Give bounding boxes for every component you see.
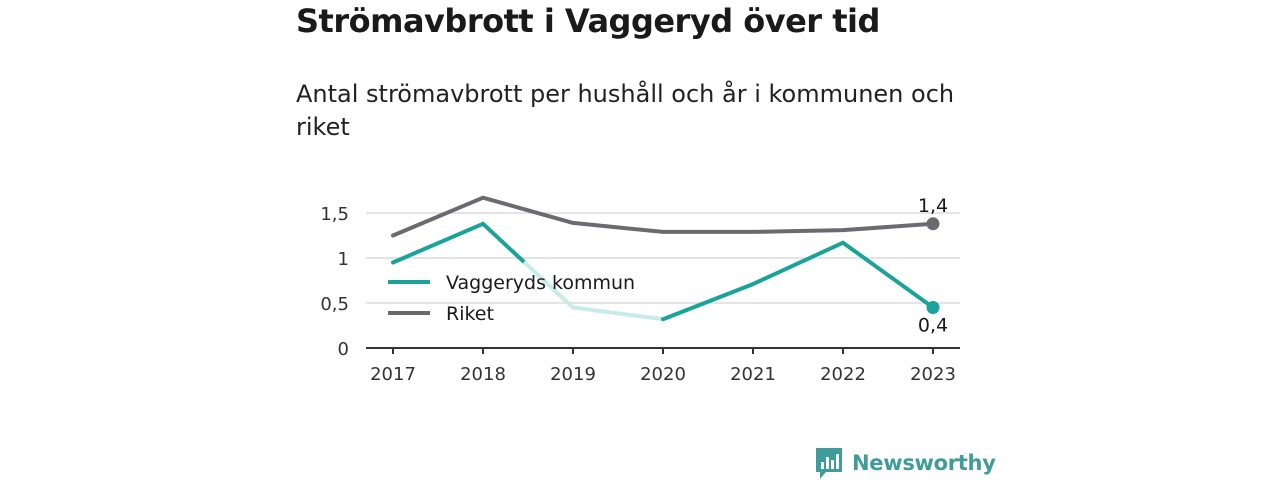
series-line-kommun <box>391 221 485 265</box>
legend-label: Riket <box>446 303 494 325</box>
y-tick-label: 0 <box>338 339 349 360</box>
series-line-kommun <box>481 221 527 264</box>
end-marker-riket <box>926 217 940 231</box>
series-line-riket <box>391 195 935 238</box>
series-lines <box>391 195 935 322</box>
y-axis-ticks: 0 0,5 1 1,5 <box>320 204 349 360</box>
end-label-kommun: 0,4 <box>918 315 948 337</box>
series-line-kommun <box>661 240 935 322</box>
x-axis: 2017 2018 2019 2020 2021 2022 2023 <box>366 347 960 385</box>
y-tick-label: 0,5 <box>320 294 349 315</box>
series-line-kommun-faded <box>522 260 664 322</box>
end-labels: 1,4 0,4 <box>918 195 948 337</box>
x-tick-label: 2021 <box>730 364 776 385</box>
legend-label: Vaggeryds kommun <box>446 272 635 294</box>
x-tick-label: 2020 <box>640 364 686 385</box>
chart-subtitle: Antal strömavbrott per hushåll och år i … <box>296 80 955 141</box>
legend: Vaggeryds kommun Riket <box>388 272 635 325</box>
y-tick-label: 1,5 <box>320 204 349 225</box>
y-tick-label: 1 <box>338 249 349 270</box>
chart-title: Strömavbrott i Vaggeryd över tid <box>296 2 880 40</box>
x-tick-label: 2019 <box>550 364 596 385</box>
end-marker-kommun <box>926 301 940 314</box>
x-tick-label: 2022 <box>820 364 866 385</box>
end-label-riket: 1,4 <box>918 195 948 217</box>
x-tick-label: 2018 <box>460 364 506 385</box>
bar-chart-speech-bubble-icon <box>816 448 842 479</box>
x-tick-label: 2017 <box>370 364 416 385</box>
brand-name: Newsworthy <box>852 451 996 475</box>
newsworthy-logo: Newsworthy <box>814 446 996 480</box>
x-tick-label: 2023 <box>910 364 956 385</box>
